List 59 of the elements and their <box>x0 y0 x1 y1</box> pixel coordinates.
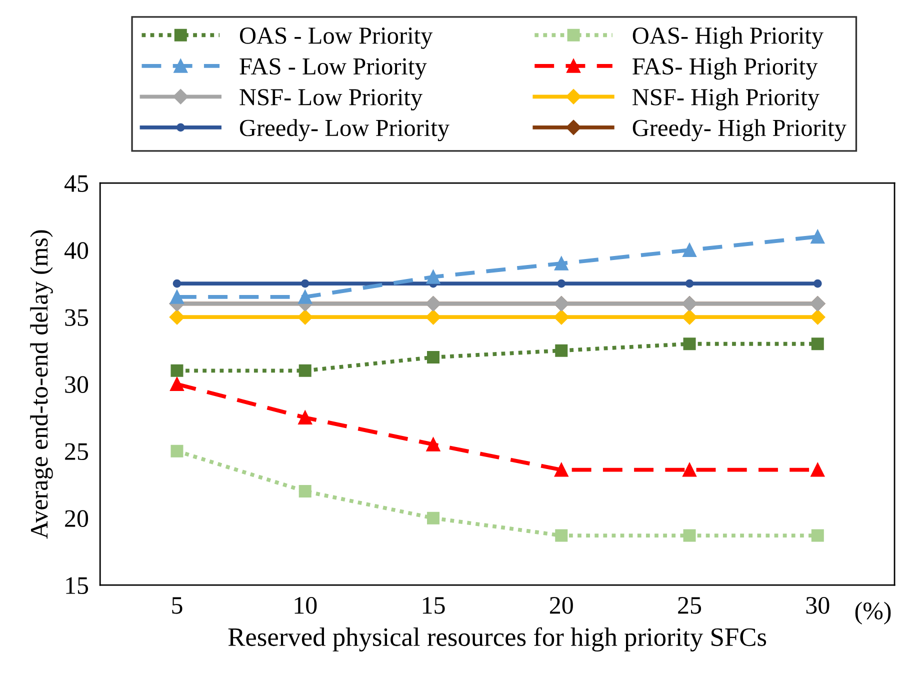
point <box>554 310 569 325</box>
point <box>557 279 566 288</box>
y-tick-label: 15 <box>66 577 88 594</box>
x-tick-label: 15 <box>422 597 445 614</box>
point <box>170 364 184 377</box>
y-tick-label: 45 <box>64 175 88 192</box>
point <box>683 338 696 350</box>
point <box>172 279 182 288</box>
point <box>427 512 440 524</box>
point <box>811 529 824 542</box>
x-tick-label: 20 <box>550 596 573 614</box>
point <box>298 310 313 325</box>
point <box>426 270 440 284</box>
point <box>685 279 694 288</box>
legend-label: OAS- High Priority <box>632 26 824 49</box>
text: (%) <box>855 602 891 624</box>
point <box>810 230 825 244</box>
x-tick-label: 25 <box>678 597 702 614</box>
y-tick-label: 40 <box>64 242 88 259</box>
point <box>426 310 441 325</box>
y-tick-label: 30 <box>65 376 88 394</box>
point <box>554 256 568 270</box>
point <box>298 364 312 377</box>
legend-label: FAS- High Priority <box>632 58 818 80</box>
y-axis-title: Average end-to-end delay (ms) <box>30 230 53 539</box>
point <box>555 344 568 357</box>
legend-label: OAS - Low Priority <box>240 28 433 49</box>
legend-label: Greedy- High Priority <box>632 119 846 142</box>
x-tick-label: 5 <box>172 597 182 614</box>
x-tick-label: 10 <box>294 596 317 614</box>
point <box>170 444 184 458</box>
point <box>170 377 184 392</box>
point <box>170 290 184 304</box>
point <box>813 279 822 288</box>
point <box>555 529 568 542</box>
point <box>682 310 698 325</box>
point <box>426 437 440 452</box>
point <box>810 310 826 325</box>
point <box>169 310 185 325</box>
legend-label: NSF- Low Priority <box>240 89 423 110</box>
point <box>427 351 440 364</box>
legend-label: Greedy- Low Priority <box>240 119 450 142</box>
legend-label: NSF- High Priority <box>632 88 820 110</box>
y-tick-label: 25 <box>65 443 88 460</box>
point <box>682 243 696 258</box>
legend-label: FAS - Low Priority <box>240 58 427 80</box>
y-tick-label: 35 <box>65 309 88 326</box>
point <box>810 462 825 477</box>
point <box>298 410 312 425</box>
point <box>298 485 312 498</box>
point <box>554 462 568 477</box>
x-tick-label: 30 <box>806 596 830 614</box>
point <box>811 338 824 350</box>
point <box>298 290 312 304</box>
x-axis-title: Reserved physical resources for high priority SFCs <box>228 627 766 652</box>
point <box>300 279 310 288</box>
y-tick-label: 20 <box>65 510 88 528</box>
point <box>682 462 696 477</box>
point <box>683 529 696 542</box>
